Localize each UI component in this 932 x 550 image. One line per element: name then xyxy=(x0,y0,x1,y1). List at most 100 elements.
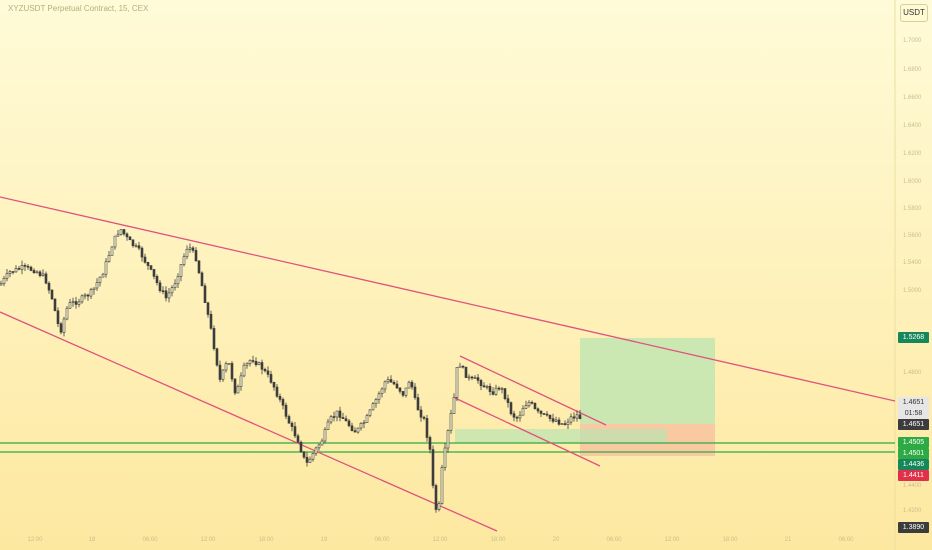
candle-body xyxy=(344,418,348,422)
candle-body xyxy=(74,301,78,305)
time-tick: 06:00 xyxy=(606,537,622,543)
candle-body xyxy=(2,277,6,284)
time-tick: 12:00 xyxy=(432,537,448,543)
candle-body xyxy=(287,416,291,424)
price-tick: 1.6800 xyxy=(903,67,922,73)
candle-body xyxy=(131,239,135,247)
candle-body xyxy=(113,235,117,248)
candle-body xyxy=(164,290,168,299)
projection-zone[interactable] xyxy=(455,429,667,443)
candle-body xyxy=(518,414,522,419)
candle-body xyxy=(98,276,102,283)
current-price-badge: 1.4651 xyxy=(898,419,929,430)
candle-body xyxy=(488,385,492,392)
candle-body xyxy=(485,385,489,388)
candle-body xyxy=(176,276,180,285)
candle-body xyxy=(281,399,285,406)
candle-body xyxy=(350,425,354,431)
candle-body xyxy=(458,365,462,368)
candle-body xyxy=(146,261,150,266)
candle-body xyxy=(395,383,399,389)
candle-body xyxy=(476,377,480,381)
price-tick: 1.5800 xyxy=(903,206,922,212)
candle-body xyxy=(173,283,177,288)
candle-body xyxy=(224,363,228,371)
candle-body xyxy=(50,289,54,300)
candle-body xyxy=(248,360,252,364)
candle-body xyxy=(359,422,363,429)
candle-body xyxy=(464,366,468,378)
candle-body xyxy=(425,418,429,438)
candle-body xyxy=(416,397,420,411)
candle-body xyxy=(266,370,270,375)
low-price-badge: 1.3890 xyxy=(898,522,929,533)
candle-body xyxy=(185,249,189,257)
candle-body xyxy=(431,449,435,486)
candle-body xyxy=(557,419,561,425)
candle-body xyxy=(551,418,555,422)
candle-body xyxy=(422,416,426,419)
candle-body xyxy=(461,365,465,368)
candle-body xyxy=(494,387,498,395)
candle-body xyxy=(23,264,27,267)
candle-body xyxy=(365,415,369,423)
wedge-lower-line[interactable] xyxy=(454,397,601,467)
candle-body xyxy=(0,283,3,286)
time-tick: 12:00 xyxy=(27,537,43,543)
candle-body xyxy=(506,398,510,403)
candle-body xyxy=(569,416,573,423)
candle-body xyxy=(503,388,507,399)
candle-body xyxy=(554,419,558,422)
candle-body xyxy=(212,328,216,349)
candle-body xyxy=(338,410,342,418)
candle-body xyxy=(254,360,258,365)
profit-zone[interactable] xyxy=(580,338,715,424)
candle-body xyxy=(203,285,207,303)
candle-body xyxy=(413,386,417,398)
candle-body xyxy=(278,395,282,400)
candle-body xyxy=(32,270,36,273)
candle-body xyxy=(128,236,132,241)
candle-body xyxy=(305,456,309,463)
candle-body xyxy=(536,408,540,412)
candle-body xyxy=(428,437,432,450)
candlestick-series xyxy=(0,229,582,513)
candle-body xyxy=(77,301,81,305)
last-price-badge: 1.4651 xyxy=(898,397,929,408)
candle-body xyxy=(5,273,9,279)
candle-body xyxy=(317,444,321,449)
candle-body xyxy=(374,399,378,404)
currency-button[interactable]: USDT xyxy=(900,4,928,22)
candle-body xyxy=(80,295,84,303)
candle-body xyxy=(257,362,261,366)
upper-channel-line[interactable] xyxy=(0,196,896,402)
candle-body xyxy=(161,290,165,293)
candle-body xyxy=(152,269,156,277)
candle-body xyxy=(8,271,12,274)
price-tick: 1.6400 xyxy=(903,123,922,129)
candle-body xyxy=(329,416,333,423)
candle-body xyxy=(524,405,528,409)
candle-body xyxy=(272,381,276,388)
candle-body xyxy=(230,363,234,380)
candle-body xyxy=(134,245,138,247)
candle-body xyxy=(383,381,387,390)
candle-body xyxy=(434,485,438,510)
candle-body xyxy=(218,364,222,380)
candle-body xyxy=(92,287,96,291)
candle-body xyxy=(41,273,45,276)
candle-body xyxy=(302,451,306,458)
candle-body xyxy=(83,294,87,297)
candle-body xyxy=(29,266,33,271)
candle-body xyxy=(341,417,345,420)
symbol-title[interactable]: XYZUSDT Perpetual Contract, 15, CEX xyxy=(8,4,149,13)
price-tick: 1.6000 xyxy=(903,179,922,185)
candle-body xyxy=(563,423,567,425)
lower-channel-line[interactable] xyxy=(0,311,498,532)
level-badge-upper: 1.4505 xyxy=(898,437,929,448)
candle-body xyxy=(125,233,129,238)
candle-body xyxy=(35,271,39,274)
wedge-upper-line[interactable] xyxy=(459,355,607,426)
